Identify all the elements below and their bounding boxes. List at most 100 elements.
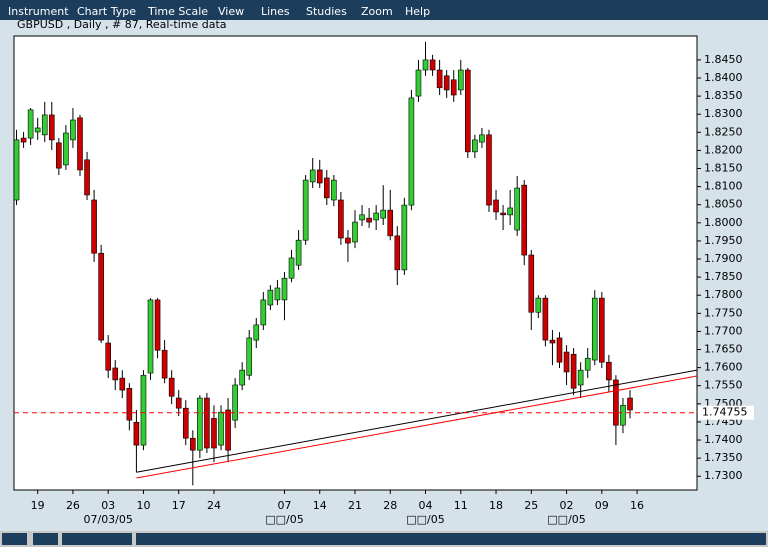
x-tick-label: 17 [172, 499, 186, 512]
candle-body [154, 299, 161, 351]
candle-body [380, 209, 387, 219]
x-tick-label: 28 [383, 499, 397, 512]
candle-body [98, 252, 104, 341]
candle-body [556, 337, 563, 363]
x-sublabel: □□/05 [406, 513, 445, 526]
candle-body [147, 299, 154, 374]
candle-body [218, 411, 224, 446]
y-tick-label: 1.8250 [704, 125, 743, 138]
x-tick-label: 26 [66, 499, 80, 512]
y-tick-label: 1.8350 [704, 89, 743, 102]
y-tick-label: 1.7600 [704, 361, 743, 374]
y-tick-label: 1.7700 [704, 324, 743, 337]
x-tick-label: 10 [136, 499, 150, 512]
x-tick-label: 09 [595, 499, 609, 512]
candle-body [48, 114, 55, 141]
price-label-box [698, 405, 754, 420]
plot-area [13, 35, 698, 491]
x-tick-label: 24 [207, 499, 221, 512]
candle-body [521, 184, 528, 256]
candle-body [41, 114, 48, 136]
candle-body [591, 297, 598, 361]
candle-body [457, 69, 464, 91]
menu: Instrument Chart Type Time Scale View Lines S… [8, 5, 430, 18]
candle-body [34, 127, 41, 133]
y-tick-label: 1.7950 [704, 234, 743, 247]
x-tick-label: 19 [31, 499, 45, 512]
candle-body [359, 214, 365, 221]
candle-body [345, 237, 351, 244]
menu-item[interactable]: Help [405, 5, 430, 18]
candle-body [70, 119, 76, 141]
y-tick-label: 1.7550 [704, 379, 743, 392]
candle-body [253, 324, 260, 341]
menu-item[interactable]: Instrument [8, 5, 69, 18]
y-tick-label: 1.8050 [704, 198, 743, 211]
menu-item[interactable]: Lines [261, 5, 290, 18]
candle-body [613, 379, 619, 426]
trend-line [136, 369, 698, 473]
trend-line [136, 375, 698, 479]
y-tick-label: 1.8300 [704, 107, 743, 120]
candle-body [542, 297, 549, 341]
candle-body [239, 369, 245, 386]
candle-body [387, 209, 394, 237]
status-button[interactable] [2, 533, 27, 545]
candle-body [429, 59, 436, 71]
candle-body [599, 297, 605, 363]
menu-item[interactable]: Studies [306, 5, 347, 18]
candle-body [225, 409, 231, 451]
candle-body [570, 353, 577, 389]
x-tick-label: 14 [313, 499, 327, 512]
candle-body [260, 299, 267, 326]
menu-bar [0, 0, 768, 20]
candle-body [366, 217, 372, 223]
candle-body [63, 132, 69, 166]
candle-body [27, 109, 34, 139]
candle-body [577, 369, 584, 386]
candle-body [514, 187, 520, 231]
candle-body [493, 199, 499, 213]
candle-body [246, 337, 253, 376]
candle-body [84, 159, 90, 196]
x-tick-label: 25 [524, 499, 538, 512]
candle-body [182, 407, 189, 439]
candle-body [168, 377, 175, 397]
status-field [62, 533, 132, 545]
candle-body [140, 374, 147, 446]
candle-body [338, 199, 344, 239]
candle-body [620, 404, 626, 426]
status-button[interactable] [33, 533, 58, 545]
candle-body [105, 342, 111, 371]
candle-body [535, 297, 542, 313]
y-tick-label: 1.7400 [704, 433, 743, 446]
candle-body [232, 384, 238, 421]
candle-body [479, 134, 485, 143]
candle-body [112, 367, 119, 381]
candle-body [486, 134, 492, 206]
x-sublabel: □□/05 [547, 513, 586, 526]
y-tick-label: 1.8200 [704, 143, 743, 156]
y-tick-label: 1.7650 [704, 343, 743, 356]
candle-body [161, 349, 168, 379]
menu-item[interactable]: Time Scale [147, 5, 208, 18]
candle-body [323, 177, 330, 199]
candle-body [500, 212, 506, 216]
candle-body [443, 75, 450, 91]
menu-item[interactable]: Zoom [361, 5, 393, 18]
candle-body [204, 397, 210, 449]
candle-body [450, 79, 457, 96]
candle-body [211, 418, 217, 449]
menu-item[interactable]: View [218, 5, 244, 18]
x-tick-label: 07 [277, 499, 291, 512]
y-tick-label: 1.8100 [704, 180, 743, 193]
candle-body [331, 179, 337, 201]
candle-body [373, 212, 379, 221]
y-tick-label: 1.8150 [704, 162, 743, 175]
menu-item[interactable]: Chart Type [77, 5, 136, 18]
candle-body [77, 117, 83, 171]
price-label: 1.74755 [702, 406, 748, 419]
x-tick-label: 21 [348, 499, 362, 512]
candle-body [408, 97, 415, 206]
y-tick-label: 1.7300 [704, 469, 743, 482]
